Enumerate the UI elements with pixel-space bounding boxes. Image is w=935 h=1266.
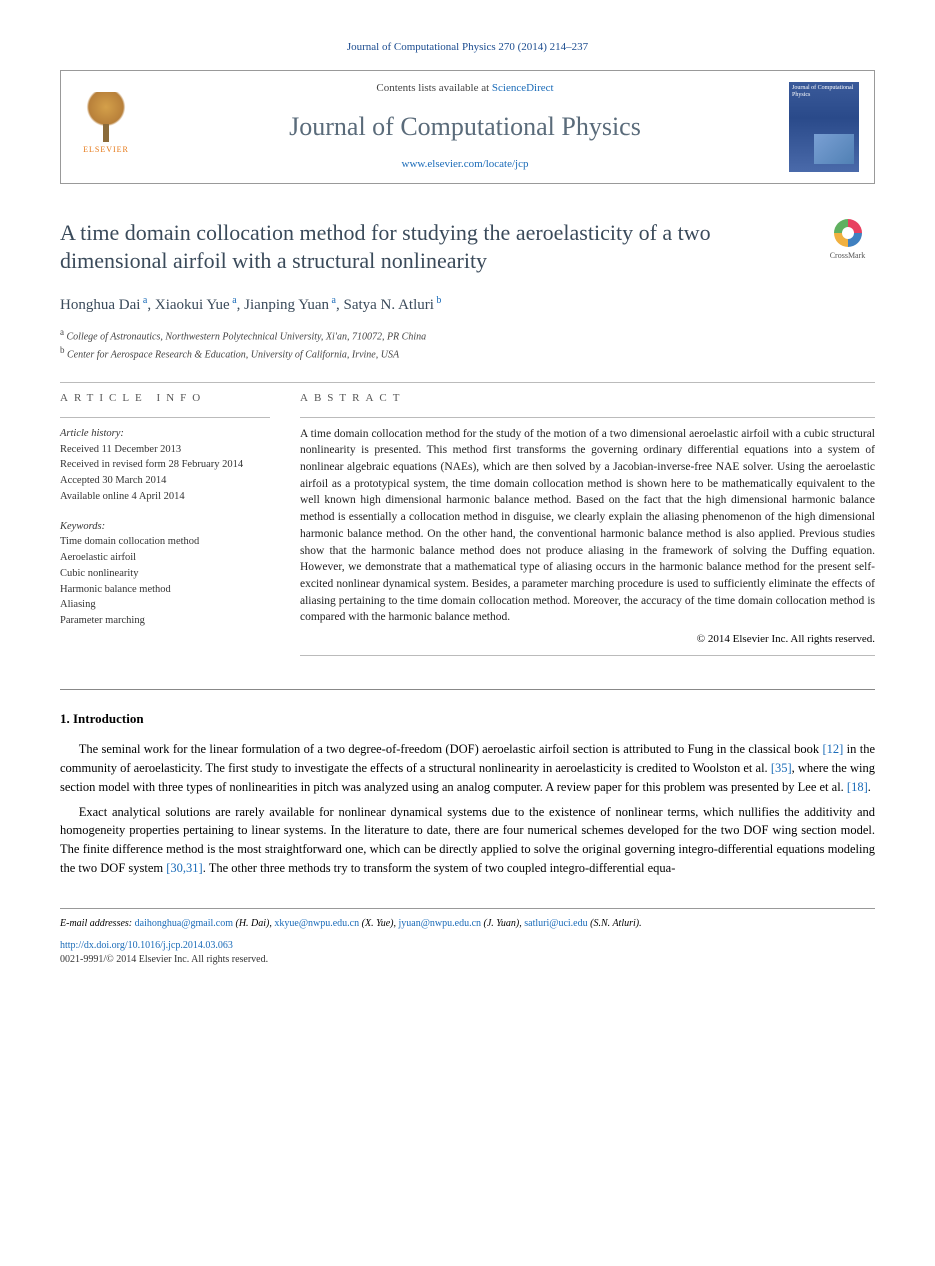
cover-title-text: Journal of Computational Physics: [789, 82, 859, 101]
footer-copyright: 0021-9991/© 2014 Elsevier Inc. All right…: [60, 953, 875, 967]
divider: [60, 382, 875, 383]
journal-header: ELSEVIER Contents lists available at Sci…: [60, 70, 875, 183]
keyword: Aliasing: [60, 599, 96, 610]
email-link[interactable]: jyuan@nwpu.edu.cn: [398, 918, 481, 929]
crossmark-icon: [834, 219, 862, 247]
reference-link[interactable]: [18]: [847, 780, 868, 794]
reference-link[interactable]: [35]: [771, 761, 792, 775]
keywords-heading: Keywords:: [60, 519, 270, 535]
email-link[interactable]: satluri@uci.edu: [524, 918, 587, 929]
history-heading: Article history:: [60, 428, 124, 439]
history-line: Received 11 December 2013: [60, 444, 181, 455]
sciencedirect-link[interactable]: ScienceDirect: [492, 82, 554, 94]
history-line: Available online 4 April 2014: [60, 491, 185, 502]
contents-prefix: Contents lists available at: [376, 82, 491, 94]
article-title: A time domain collocation method for stu…: [60, 219, 800, 276]
divider: [300, 417, 875, 418]
footer-emails: E-mail addresses: daihonghua@gmail.com (…: [60, 908, 875, 931]
email-link[interactable]: xkyue@nwpu.edu.cn: [274, 918, 359, 929]
article-info-label: ARTICLE INFO: [60, 391, 270, 406]
elsevier-label: ELSEVIER: [83, 144, 129, 155]
abstract-text: A time domain collocation method for the…: [300, 426, 875, 626]
journal-cover-thumbnail[interactable]: Journal of Computational Physics: [789, 82, 859, 172]
contents-available-line: Contents lists available at ScienceDirec…: [156, 81, 774, 96]
section-divider: [60, 689, 875, 690]
abstract-column: ABSTRACT A time domain collocation metho…: [300, 391, 875, 664]
history-line: Accepted 30 March 2014: [60, 475, 166, 486]
keyword: Parameter marching: [60, 615, 145, 626]
abstract-copyright: © 2014 Elsevier Inc. All rights reserved…: [300, 632, 875, 647]
emails-label: E-mail addresses:: [60, 918, 132, 929]
cover-graphic: [814, 134, 854, 164]
journal-name: Journal of Computational Physics: [156, 109, 774, 145]
keyword: Time domain collocation method: [60, 536, 199, 547]
journal-url-link[interactable]: www.elsevier.com/locate/jcp: [156, 157, 774, 172]
reference-link[interactable]: [30,31]: [166, 861, 202, 875]
affiliation-b: b Center for Aerospace Research & Educat…: [60, 344, 875, 362]
authors-line: Honghua Dai a, Xiaokui Yue a, Jianping Y…: [60, 294, 875, 316]
info-abstract-row: ARTICLE INFO Article history: Received 1…: [60, 391, 875, 664]
header-center: Contents lists available at ScienceDirec…: [156, 81, 774, 172]
intro-paragraph-1: The seminal work for the linear formulat…: [60, 740, 875, 796]
intro-paragraph-2: Exact analytical solutions are rarely av…: [60, 803, 875, 878]
doi-link[interactable]: http://dx.doi.org/10.1016/j.jcp.2014.03.…: [60, 940, 233, 951]
article-info-column: ARTICLE INFO Article history: Received 1…: [60, 391, 270, 664]
email-link[interactable]: daihonghua@gmail.com: [135, 918, 233, 929]
abstract-label: ABSTRACT: [300, 391, 875, 406]
elsevier-logo[interactable]: ELSEVIER: [76, 92, 136, 162]
section-1-title: 1. Introduction: [60, 710, 875, 728]
title-row: A time domain collocation method for stu…: [60, 219, 875, 276]
keyword: Aeroelastic airfoil: [60, 552, 136, 563]
reference-link[interactable]: [12]: [822, 742, 843, 756]
affiliations: a College of Astronautics, Northwestern …: [60, 326, 875, 363]
divider: [60, 417, 270, 418]
footer-doi-line: http://dx.doi.org/10.1016/j.jcp.2014.03.…: [60, 939, 875, 953]
history-line: Received in revised form 28 February 201…: [60, 459, 243, 470]
affiliation-a: a College of Astronautics, Northwestern …: [60, 326, 875, 344]
journal-reference: Journal of Computational Physics 270 (20…: [60, 40, 875, 55]
article-info-block: Article history: Received 11 December 20…: [60, 426, 270, 629]
crossmark-label: CrossMark: [820, 250, 875, 261]
crossmark-badge[interactable]: CrossMark: [820, 219, 875, 261]
keyword: Harmonic balance method: [60, 584, 171, 595]
elsevier-tree-icon: [81, 92, 131, 142]
keyword: Cubic nonlinearity: [60, 568, 138, 579]
divider: [300, 655, 875, 656]
